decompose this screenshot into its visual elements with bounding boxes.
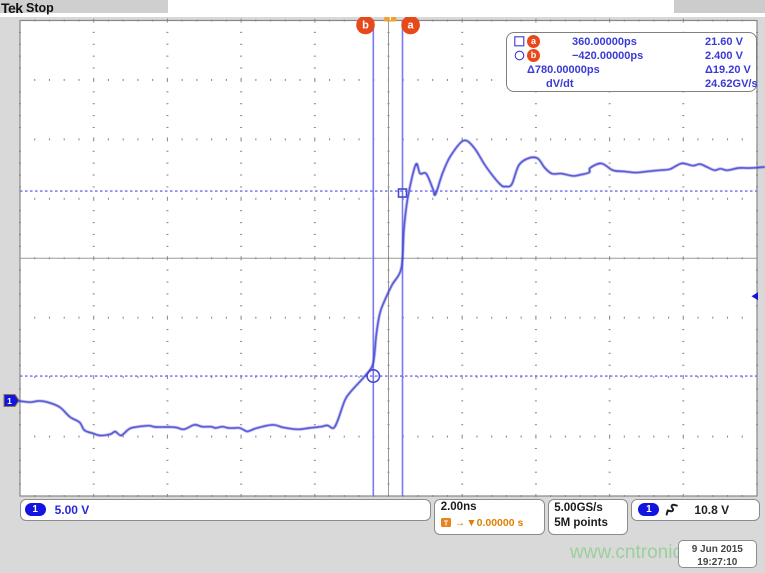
- svg-text:a: a: [408, 20, 415, 32]
- svg-text:b: b: [362, 20, 369, 32]
- svg-text:T: T: [444, 521, 449, 528]
- svg-text:1: 1: [7, 396, 12, 406]
